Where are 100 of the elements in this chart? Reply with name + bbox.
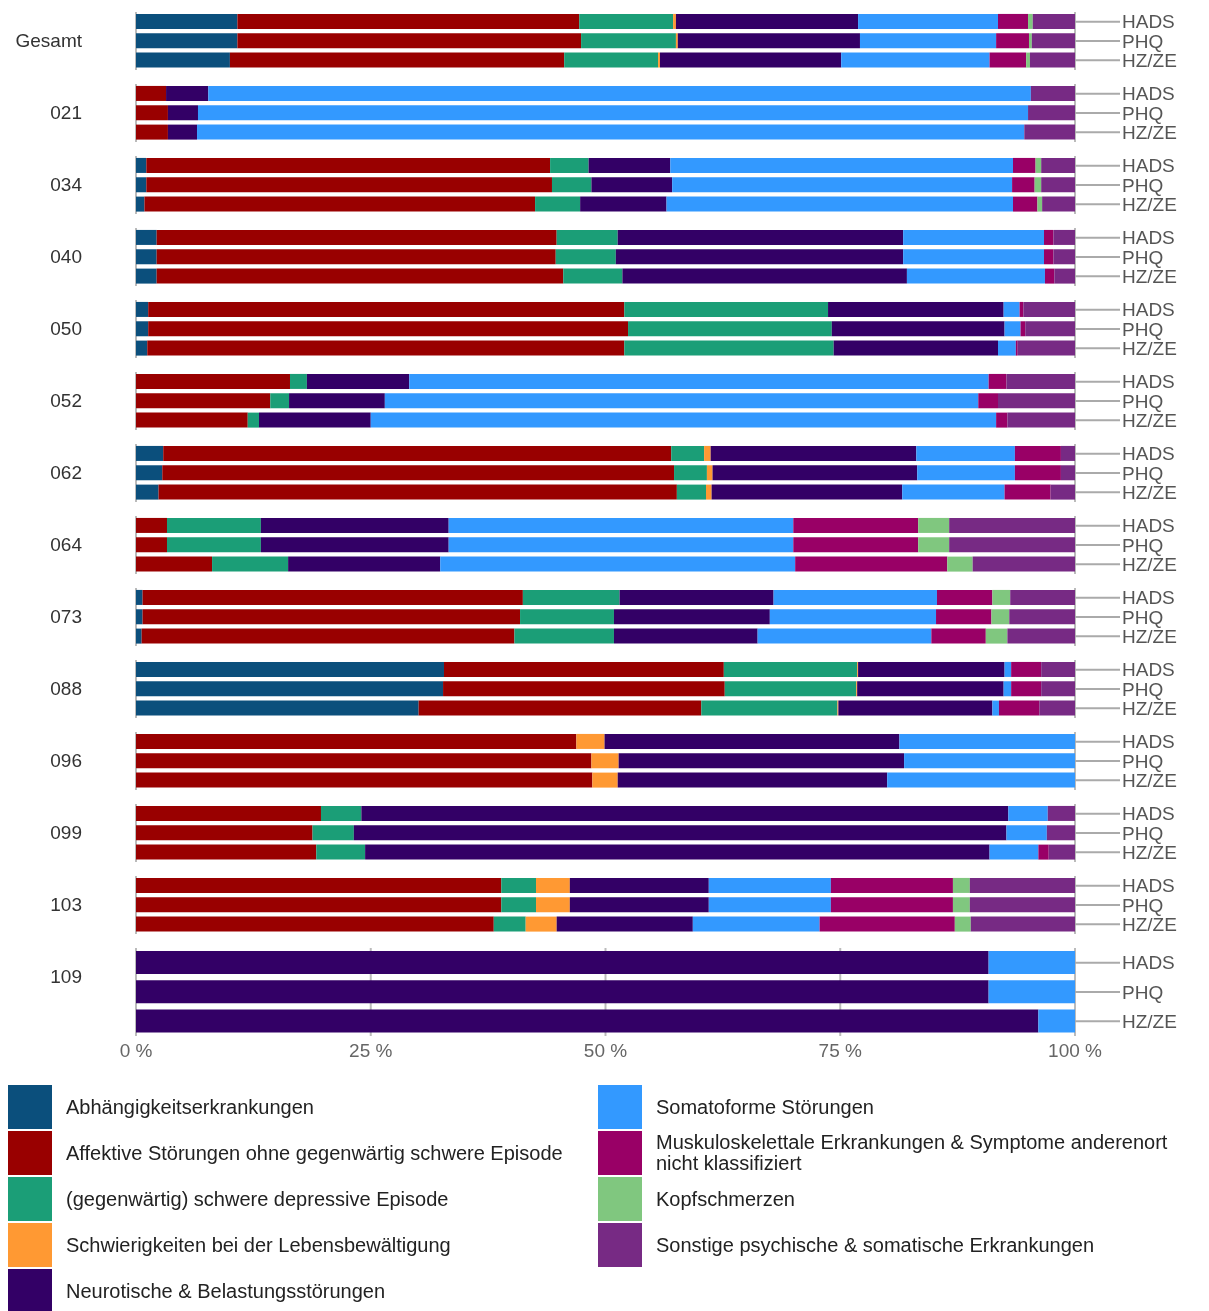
bar bbox=[1004, 484, 1051, 500]
bar bbox=[156, 268, 564, 284]
y-tick-label: PHQ bbox=[1122, 678, 1164, 700]
bar bbox=[1003, 301, 1020, 317]
bar bbox=[1014, 445, 1061, 461]
bar bbox=[144, 196, 536, 212]
bar bbox=[588, 157, 671, 173]
bar bbox=[998, 700, 1040, 716]
bar bbox=[136, 268, 157, 284]
bar bbox=[136, 13, 238, 29]
bar bbox=[998, 340, 1016, 356]
bar bbox=[443, 681, 725, 697]
bar bbox=[859, 33, 997, 49]
bar bbox=[988, 373, 1007, 389]
bar bbox=[838, 700, 993, 716]
bar bbox=[136, 445, 164, 461]
bar bbox=[903, 249, 1045, 265]
legend-label: Somatoforme Störungen bbox=[656, 1095, 874, 1118]
bar bbox=[136, 825, 313, 841]
bar bbox=[793, 517, 919, 533]
bar bbox=[906, 268, 1045, 284]
bar bbox=[1029, 52, 1075, 68]
y-tick-label: HADS bbox=[1122, 803, 1175, 825]
bar bbox=[672, 177, 1013, 193]
text: 021 bbox=[50, 102, 82, 124]
bar bbox=[136, 85, 167, 101]
bar bbox=[947, 556, 973, 572]
y-tick-label: HADS bbox=[1122, 11, 1175, 33]
bar bbox=[493, 916, 526, 932]
bar bbox=[1034, 177, 1042, 193]
bar bbox=[260, 517, 449, 533]
bar bbox=[830, 897, 953, 913]
bar bbox=[409, 373, 989, 389]
bar bbox=[996, 33, 1029, 49]
bar bbox=[1050, 484, 1075, 500]
bar bbox=[1047, 805, 1075, 821]
bar bbox=[701, 700, 838, 716]
bar bbox=[520, 609, 614, 625]
bar bbox=[1007, 628, 1075, 644]
legend-label: Sonstige psychische & somatische Erkrankungen bbox=[656, 1233, 1095, 1256]
bar bbox=[418, 700, 702, 716]
bar bbox=[904, 753, 1075, 769]
bar bbox=[166, 537, 261, 553]
bar bbox=[1007, 412, 1075, 428]
x-tick-label: 75 % bbox=[818, 1040, 863, 1062]
bar bbox=[858, 661, 1005, 677]
text: 052 bbox=[50, 390, 82, 412]
text: 096 bbox=[50, 750, 82, 772]
bar bbox=[136, 229, 157, 245]
bar bbox=[136, 589, 143, 605]
bar bbox=[136, 556, 213, 572]
bar bbox=[237, 13, 580, 29]
bar bbox=[306, 373, 410, 389]
bar bbox=[954, 916, 971, 932]
bar bbox=[136, 177, 147, 193]
bar bbox=[613, 609, 770, 625]
bar bbox=[969, 877, 1075, 893]
bar bbox=[988, 950, 1075, 974]
bar bbox=[622, 268, 907, 284]
bar bbox=[952, 877, 970, 893]
bar bbox=[591, 177, 673, 193]
bar bbox=[710, 445, 917, 461]
bar bbox=[724, 681, 857, 697]
bar bbox=[142, 609, 521, 625]
bar bbox=[158, 484, 677, 500]
bar bbox=[212, 556, 289, 572]
bar bbox=[1041, 157, 1075, 173]
bar bbox=[1028, 33, 1032, 49]
bar bbox=[819, 916, 955, 932]
bar bbox=[579, 13, 674, 29]
text: 040 bbox=[50, 246, 82, 268]
bar bbox=[136, 897, 502, 913]
bar bbox=[692, 916, 820, 932]
bar bbox=[525, 916, 557, 932]
bar bbox=[704, 445, 711, 461]
bar bbox=[617, 229, 904, 245]
bar bbox=[1006, 373, 1075, 389]
bar bbox=[1053, 249, 1075, 265]
bar bbox=[1011, 681, 1042, 697]
bar bbox=[136, 877, 502, 893]
bar bbox=[166, 85, 209, 101]
y-tick-label: PHQ bbox=[1122, 981, 1164, 1003]
bar bbox=[146, 177, 552, 193]
bar bbox=[989, 52, 1027, 68]
bar bbox=[769, 609, 937, 625]
bar bbox=[136, 105, 168, 121]
bar bbox=[1030, 85, 1075, 101]
bar bbox=[670, 157, 1014, 173]
bar bbox=[1008, 805, 1048, 821]
bar bbox=[903, 229, 1045, 245]
bar bbox=[674, 465, 707, 481]
bar bbox=[443, 661, 724, 677]
bar bbox=[1041, 681, 1075, 697]
bar bbox=[1028, 13, 1033, 29]
bar bbox=[604, 733, 900, 749]
bar bbox=[841, 52, 990, 68]
bar bbox=[902, 484, 1005, 500]
y-tick-label: PHQ bbox=[1122, 750, 1164, 772]
legend-label: Muskuloskelettale Erkrankungen & Symptome anderenort nicht klassifiziert bbox=[656, 1131, 1169, 1174]
bar bbox=[591, 753, 619, 769]
